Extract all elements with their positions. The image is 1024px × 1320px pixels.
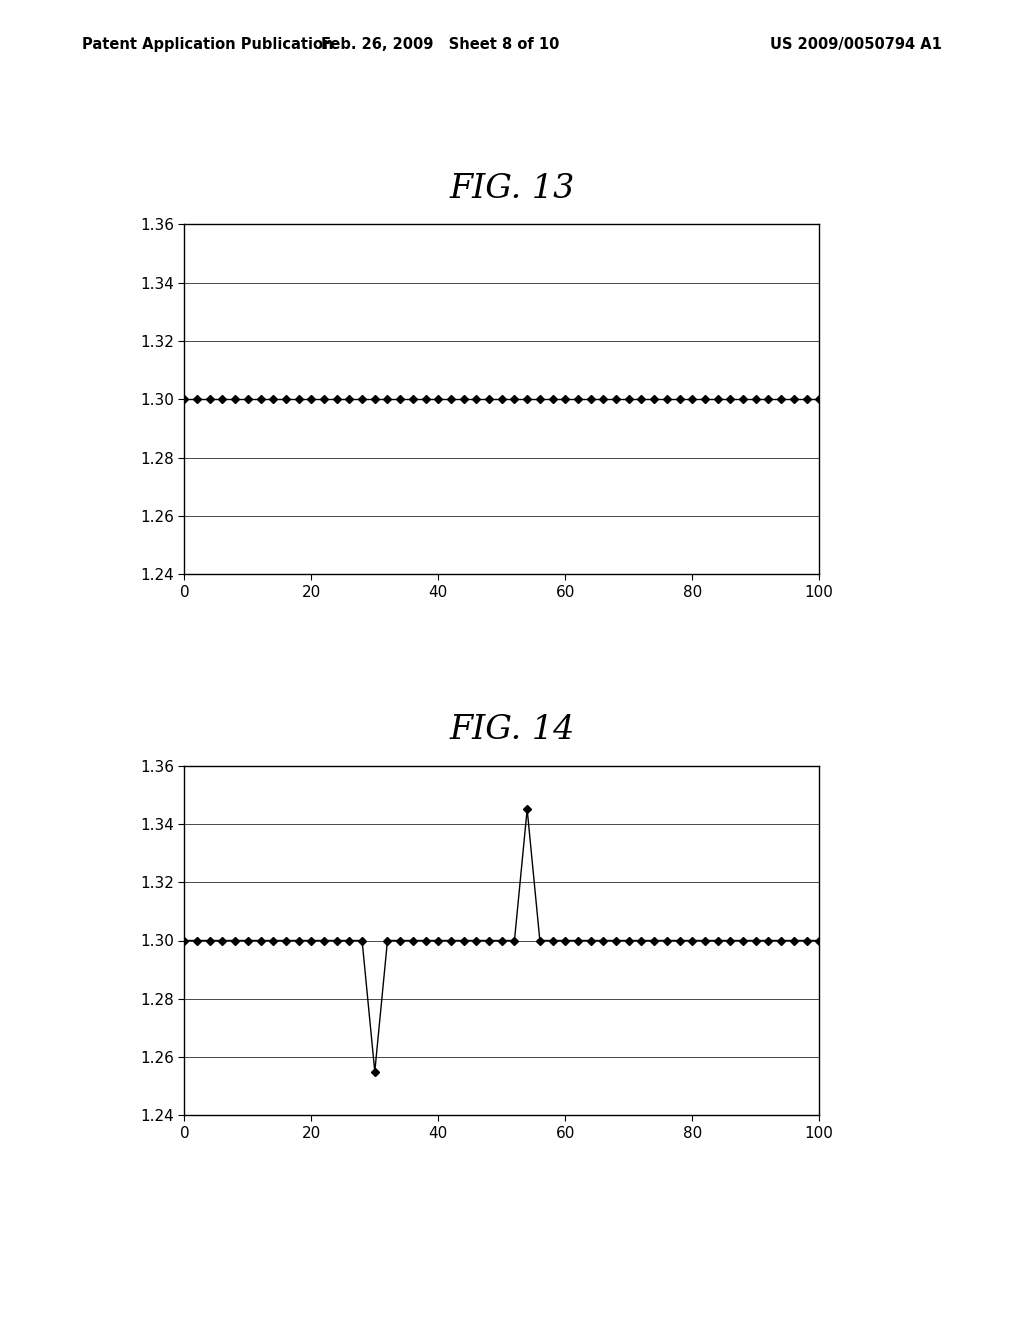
Text: Feb. 26, 2009   Sheet 8 of 10: Feb. 26, 2009 Sheet 8 of 10 [322, 37, 559, 51]
Text: FIG. 14: FIG. 14 [450, 714, 574, 746]
Text: Patent Application Publication: Patent Application Publication [82, 37, 334, 51]
Text: FIG. 13: FIG. 13 [450, 173, 574, 205]
Text: US 2009/0050794 A1: US 2009/0050794 A1 [770, 37, 942, 51]
